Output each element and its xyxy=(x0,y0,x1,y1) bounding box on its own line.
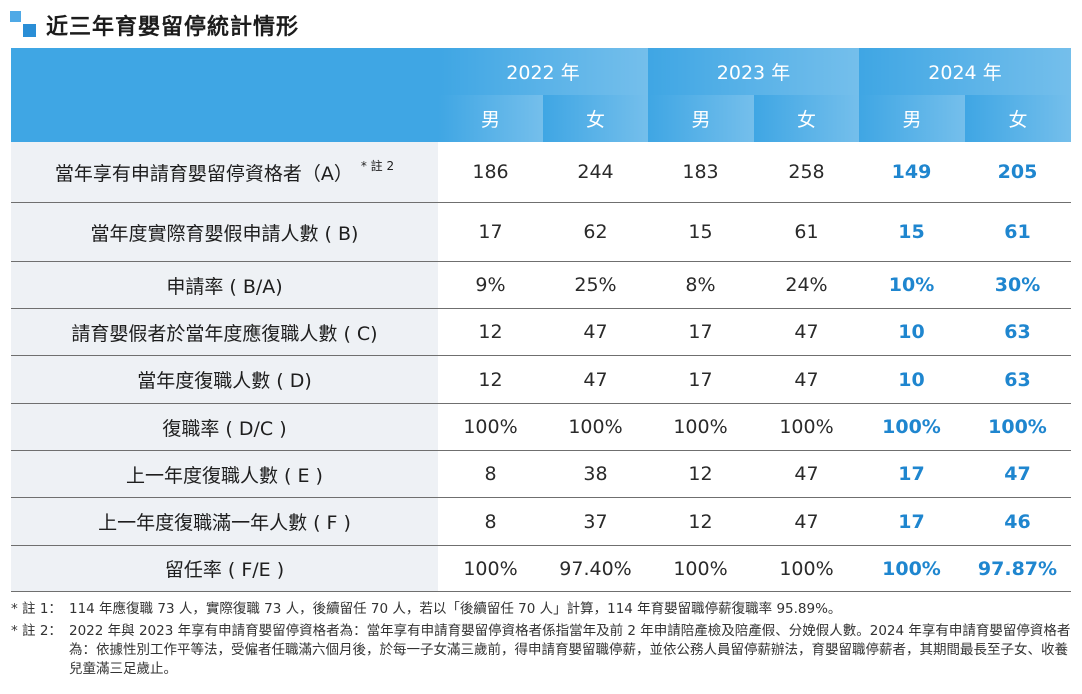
table-row: 當年度復職人數 ( D) 12 47 17 47 10 63 xyxy=(11,356,1071,404)
cell-2024-female: 97.87% xyxy=(977,557,1058,580)
row-label: 請育嬰假者於當年度應復職人數 ( C) xyxy=(11,309,438,355)
cell-2024-female: 30% xyxy=(994,274,1041,296)
footnote-2: * 註 2： 2022 年與 2023 年享有申請育嬰留停資格者為：當年享有申請… xyxy=(11,622,1071,679)
cell-2023-female: 47 xyxy=(794,368,819,391)
footnote-text: 2022 年與 2023 年享有申請育嬰留停資格者為：當年享有申請育嬰留停資格者… xyxy=(69,623,1071,677)
cell-2022-female: 38 xyxy=(583,463,608,485)
cell-2023-male: 183 xyxy=(682,161,719,183)
sex-header: 女 xyxy=(543,95,648,142)
leave-statistics-table: 2022 年 2023 年 2024 年 男 女 男 女 男 女 當年享有申請育… xyxy=(11,48,1071,592)
cell-2022-female: 244 xyxy=(577,161,614,183)
footnotes: * 註 1： 114 年應復職 73 人，實際復職 73 人，後續留任 70 人… xyxy=(11,600,1071,682)
cell-2022-male: 186 xyxy=(472,161,509,183)
table-row: 當年度實際育嬰假申請人數 ( B) 17 62 15 61 15 61 xyxy=(11,203,1071,262)
cell-2024-male: 10 xyxy=(898,368,925,391)
cell-2023-male: 8% xyxy=(685,274,716,296)
footnote-text: 114 年應復職 73 人，實際復職 73 人，後續留任 70 人，若以「後續留… xyxy=(69,601,842,617)
cell-2023-female: 258 xyxy=(788,161,825,183)
cell-2022-female: 47 xyxy=(583,368,608,391)
cell-2022-male: 8 xyxy=(484,510,497,533)
cell-2022-male: 100% xyxy=(463,416,518,438)
sex-header: 男 xyxy=(438,95,543,142)
cell-2023-female: 61 xyxy=(794,221,819,243)
row-label: 留任率 ( F/E ) xyxy=(11,546,438,591)
table-row: 上一年度復職人數 ( E ) 8 38 12 47 17 47 xyxy=(11,451,1071,498)
cell-2023-female: 47 xyxy=(794,510,819,533)
table-row: 請育嬰假者於當年度應復職人數 ( C) 12 47 17 47 10 63 xyxy=(11,309,1071,356)
row-label: 復職率 ( D/C ) xyxy=(11,404,438,450)
cell-2023-male: 15 xyxy=(688,221,713,243)
cell-2024-female: 63 xyxy=(1004,368,1031,391)
table-row: 留任率 ( F/E ) 100% 97.40% 100% 100% 100% 9… xyxy=(11,546,1071,592)
row-label: 上一年度復職滿一年人數 ( F ) xyxy=(11,498,438,545)
cell-2024-male: 100% xyxy=(882,416,941,438)
cell-2022-male: 9% xyxy=(475,274,506,296)
cell-2023-male: 100% xyxy=(673,416,728,438)
cell-2022-female: 100% xyxy=(568,416,623,438)
cell-2023-male: 100% xyxy=(673,557,728,580)
year-header-2024: 2024 年 xyxy=(859,48,1071,95)
cell-2023-female: 47 xyxy=(794,463,819,485)
sex-header: 男 xyxy=(859,95,965,142)
cell-2022-male: 8 xyxy=(484,463,497,485)
cell-2023-male: 12 xyxy=(688,463,713,485)
year-header-2023: 2023 年 xyxy=(648,48,859,95)
cell-2023-female: 100% xyxy=(779,557,834,580)
cell-2024-female: 46 xyxy=(1004,510,1031,533)
cell-2022-female: 47 xyxy=(583,321,608,343)
footnote-mark: * 註 1： xyxy=(11,601,62,617)
table-row: 復職率 ( D/C ) 100% 100% 100% 100% 100% 100… xyxy=(11,404,1071,451)
cell-2022-male: 100% xyxy=(463,557,518,580)
cell-2024-male: 10% xyxy=(888,274,935,296)
cell-2024-female: 63 xyxy=(1004,321,1031,343)
table-row: 申請率 ( B/A) 9% 25% 8% 24% 10% 30% xyxy=(11,262,1071,309)
cell-2024-male: 17 xyxy=(898,510,925,533)
cell-2022-male: 12 xyxy=(478,368,503,391)
sex-header: 女 xyxy=(754,95,859,142)
cell-2023-female: 47 xyxy=(794,321,819,343)
title-row: 近三年育嬰留停統計情形 xyxy=(10,10,299,40)
cell-2023-female: 100% xyxy=(779,416,834,438)
cell-2024-male: 149 xyxy=(891,161,932,183)
row-label: 當年度實際育嬰假申請人數 ( B) xyxy=(11,203,438,261)
year-header-2022: 2022 年 xyxy=(438,48,648,95)
blue-squares-icon xyxy=(10,11,38,39)
cell-2023-male: 17 xyxy=(688,321,713,343)
cell-2022-female: 97.40% xyxy=(559,557,632,580)
cell-2022-female: 25% xyxy=(574,274,617,296)
cell-2024-male: 100% xyxy=(882,557,941,580)
cell-2024-male: 15 xyxy=(898,221,925,243)
sex-header: 男 xyxy=(648,95,754,142)
page-title: 近三年育嬰留停統計情形 xyxy=(46,15,300,40)
cell-2022-female: 37 xyxy=(583,510,608,533)
sex-header: 女 xyxy=(965,95,1071,142)
cell-2024-female: 47 xyxy=(1004,463,1031,485)
cell-2024-male: 17 xyxy=(898,463,925,485)
row-label: 上一年度復職人數 ( E ) xyxy=(11,451,438,497)
table-row: 當年享有申請育嬰留停資格者（A） * 註 2 186 244 183 258 14… xyxy=(11,142,1071,203)
cell-2022-male: 17 xyxy=(478,221,503,243)
cell-2024-male: 10 xyxy=(898,321,925,343)
row-label: 當年享有申請育嬰留停資格者（A） * 註 2 xyxy=(11,142,438,202)
table-header: 2022 年 2023 年 2024 年 男 女 男 女 男 女 xyxy=(11,48,1071,142)
cell-2022-male: 12 xyxy=(478,321,503,343)
footnote-ref: * 註 2 xyxy=(360,158,395,173)
cell-2024-female: 100% xyxy=(988,416,1047,438)
cell-2024-female: 61 xyxy=(1004,221,1031,243)
cell-2023-male: 12 xyxy=(688,510,713,533)
row-label: 當年度復職人數 ( D) xyxy=(11,356,438,403)
cell-2023-female: 24% xyxy=(785,274,828,296)
table-row: 上一年度復職滿一年人數 ( F ) 8 37 12 47 17 46 xyxy=(11,498,1071,546)
footnote-mark: * 註 2： xyxy=(11,623,62,639)
cell-2023-male: 17 xyxy=(688,368,713,391)
row-label: 申請率 ( B/A) xyxy=(11,262,438,308)
cell-2022-female: 62 xyxy=(583,221,608,243)
cell-2024-female: 205 xyxy=(997,161,1038,183)
footnote-1: * 註 1： 114 年應復職 73 人，實際復職 73 人，後續留任 70 人… xyxy=(11,600,1071,619)
